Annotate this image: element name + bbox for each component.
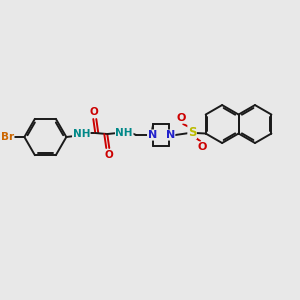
Text: O: O <box>105 150 114 160</box>
Text: Br: Br <box>1 132 14 142</box>
Text: O: O <box>197 142 207 152</box>
Text: N: N <box>148 130 157 140</box>
Text: NH: NH <box>73 129 90 139</box>
Text: O: O <box>176 113 186 123</box>
Text: O: O <box>90 107 99 117</box>
Text: S: S <box>188 125 197 139</box>
Text: NH: NH <box>116 128 133 138</box>
Text: N: N <box>166 130 175 140</box>
